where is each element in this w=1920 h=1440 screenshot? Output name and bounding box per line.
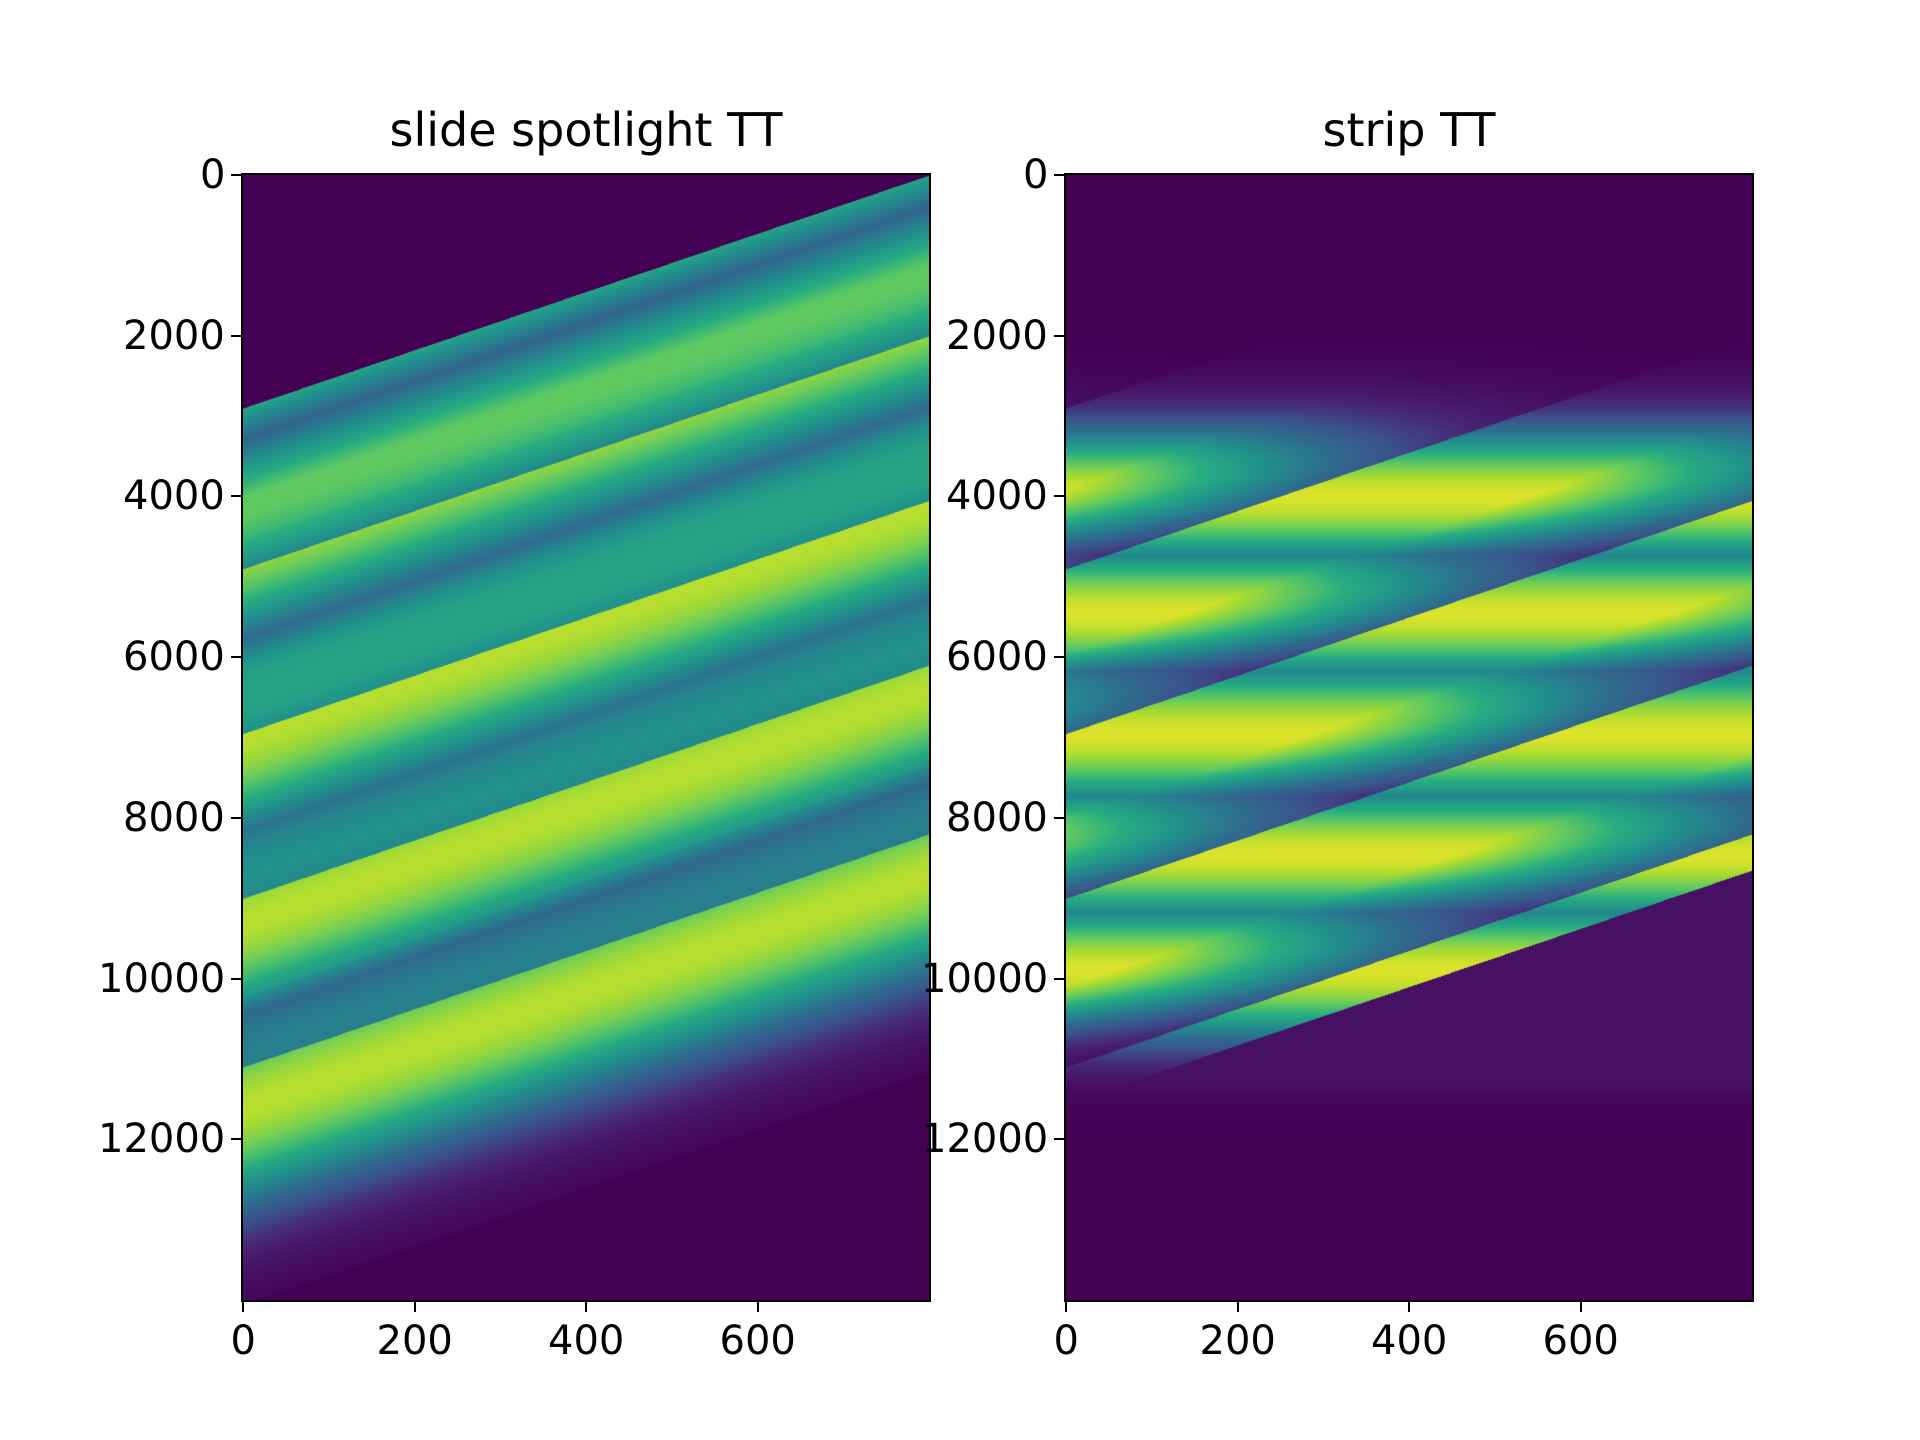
x-tick <box>1065 1300 1067 1312</box>
y-tick-label: 12000 <box>98 1116 226 1163</box>
chart-title: slide spotlight TT <box>389 103 783 157</box>
x-tick <box>1408 1300 1410 1312</box>
chart-title: strip TT <box>1322 103 1496 157</box>
y-tick <box>1054 174 1066 176</box>
x-tick-label: 400 <box>548 1318 625 1364</box>
y-tick-label: 8000 <box>123 794 225 841</box>
y-tick-label: 0 <box>200 152 226 198</box>
y-tick <box>1054 334 1066 337</box>
y-tick <box>231 174 243 176</box>
y-tick-label: 12000 <box>921 1116 1049 1163</box>
x-tick <box>1579 1300 1582 1312</box>
y-tick <box>231 1138 243 1141</box>
y-tick <box>1054 1138 1066 1141</box>
y-tick <box>1054 977 1066 980</box>
y-tick <box>231 334 243 337</box>
y-tick <box>1054 656 1066 659</box>
y-tick-label: 10000 <box>921 955 1049 1002</box>
x-tick-label: 400 <box>1371 1318 1448 1364</box>
x-tick <box>242 1300 244 1312</box>
x-tick <box>1236 1300 1239 1312</box>
y-tick-label: 8000 <box>946 794 1048 841</box>
y-tick <box>231 977 243 980</box>
y-tick-label: 2000 <box>946 312 1048 359</box>
x-tick <box>585 1300 587 1312</box>
x-tick-label: 0 <box>1053 1318 1079 1364</box>
y-tick <box>231 495 243 498</box>
y-tick-label: 4000 <box>946 473 1048 520</box>
y-tick-label: 6000 <box>123 634 225 681</box>
y-tick-label: 4000 <box>123 473 225 520</box>
y-tick-label: 0 <box>1023 152 1049 198</box>
heatmap-image <box>243 175 929 1300</box>
x-tick-label: 200 <box>376 1318 453 1364</box>
y-tick-label: 6000 <box>946 634 1048 681</box>
y-tick <box>231 816 243 819</box>
y-tick <box>1054 495 1066 498</box>
heatmap-image <box>1066 175 1752 1300</box>
y-tick <box>231 656 243 659</box>
heatmap-plot-area <box>1064 173 1754 1302</box>
x-tick-label: 600 <box>1542 1318 1619 1364</box>
y-tick-label: 2000 <box>123 312 225 359</box>
x-tick-label: 600 <box>719 1318 796 1364</box>
y-tick-label: 10000 <box>98 955 226 1002</box>
x-tick-label: 0 <box>230 1318 256 1364</box>
heatmap-plot-area <box>241 173 931 1302</box>
y-tick <box>1054 816 1066 819</box>
x-tick <box>756 1300 759 1312</box>
x-tick-label: 200 <box>1199 1318 1276 1364</box>
x-tick <box>413 1300 416 1312</box>
